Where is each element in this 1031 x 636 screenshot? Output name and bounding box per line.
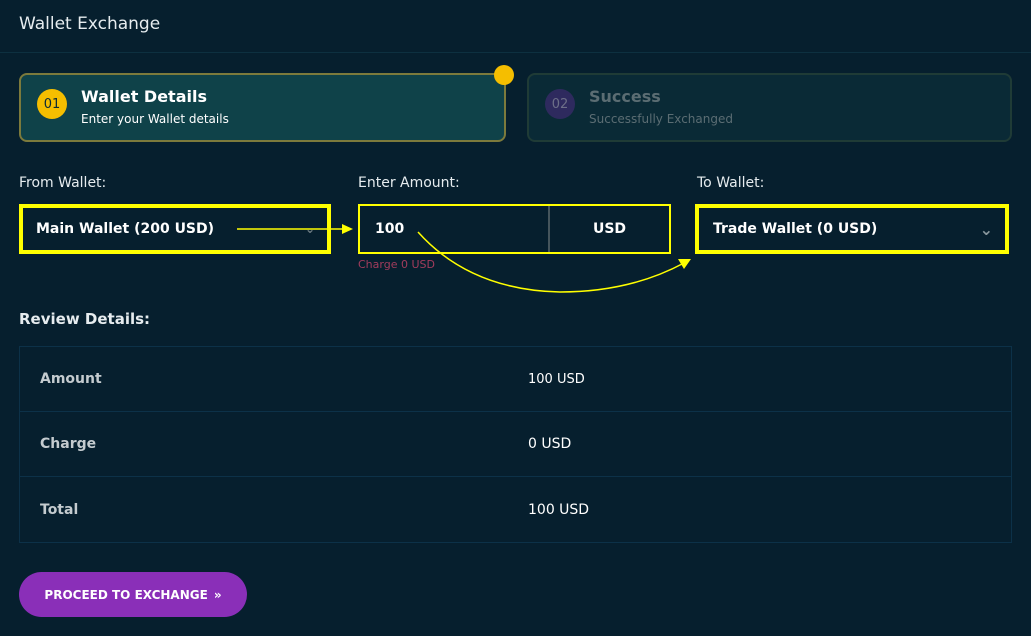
- table-row: Amount 100 USD: [20, 347, 1011, 412]
- step-subtitle: Enter your Wallet details: [81, 112, 229, 126]
- active-step-indicator: [494, 65, 514, 85]
- from-wallet-label: From Wallet:: [19, 175, 107, 191]
- arrowhead-icon: [342, 224, 353, 234]
- to-wallet-label: To Wallet:: [697, 175, 765, 191]
- step-success: 02 Success Successfully Exchanged: [527, 73, 1012, 142]
- double-chevron-right-icon: »: [213, 587, 222, 602]
- step-subtitle: Successfully Exchanged: [589, 112, 733, 126]
- button-label: PROCEED TO EXCHANGE: [44, 587, 208, 602]
- chevron-down-icon: ⌄: [304, 222, 315, 236]
- from-wallet-select[interactable]: Main Wallet (200 USD) ⌄: [19, 204, 331, 254]
- to-wallet-value: Trade Wallet (0 USD): [713, 221, 878, 237]
- step-title: Success: [589, 87, 661, 106]
- amount-field[interactable]: 100 USD: [358, 204, 671, 254]
- charge-note: Charge 0 USD: [358, 258, 435, 271]
- from-wallet-value: Main Wallet (200 USD): [36, 221, 215, 237]
- row-label: Amount: [40, 371, 102, 387]
- table-row: Charge 0 USD: [20, 412, 1011, 477]
- table-row: Total 100 USD: [20, 477, 1011, 542]
- step-title: Wallet Details: [81, 87, 207, 106]
- step-wallet-details: 01 Wallet Details Enter your Wallet deta…: [19, 73, 506, 142]
- page-header: Wallet Exchange: [0, 0, 1031, 53]
- row-label: Total: [40, 501, 79, 518]
- review-title: Review Details:: [19, 310, 151, 328]
- row-value: 0 USD: [528, 436, 572, 452]
- step-number: 01: [37, 89, 67, 119]
- row-value: 100 USD: [528, 371, 585, 387]
- page-title: Wallet Exchange: [19, 14, 161, 34]
- review-table: Amount 100 USD Charge 0 USD Total 100 USD: [19, 346, 1012, 543]
- proceed-to-exchange-button[interactable]: PROCEED TO EXCHANGE »: [19, 572, 247, 617]
- currency-label: USD: [592, 221, 627, 237]
- chevron-down-icon: ⌄: [979, 219, 993, 239]
- row-label: Charge: [40, 436, 97, 452]
- step-number: 02: [545, 89, 575, 119]
- arrowhead-icon: [678, 259, 691, 269]
- row-value: 100 USD: [528, 501, 590, 518]
- to-wallet-select[interactable]: Trade Wallet (0 USD) ⌄: [695, 204, 1009, 254]
- amount-label: Enter Amount:: [358, 175, 460, 191]
- amount-input[interactable]: 100: [360, 206, 550, 252]
